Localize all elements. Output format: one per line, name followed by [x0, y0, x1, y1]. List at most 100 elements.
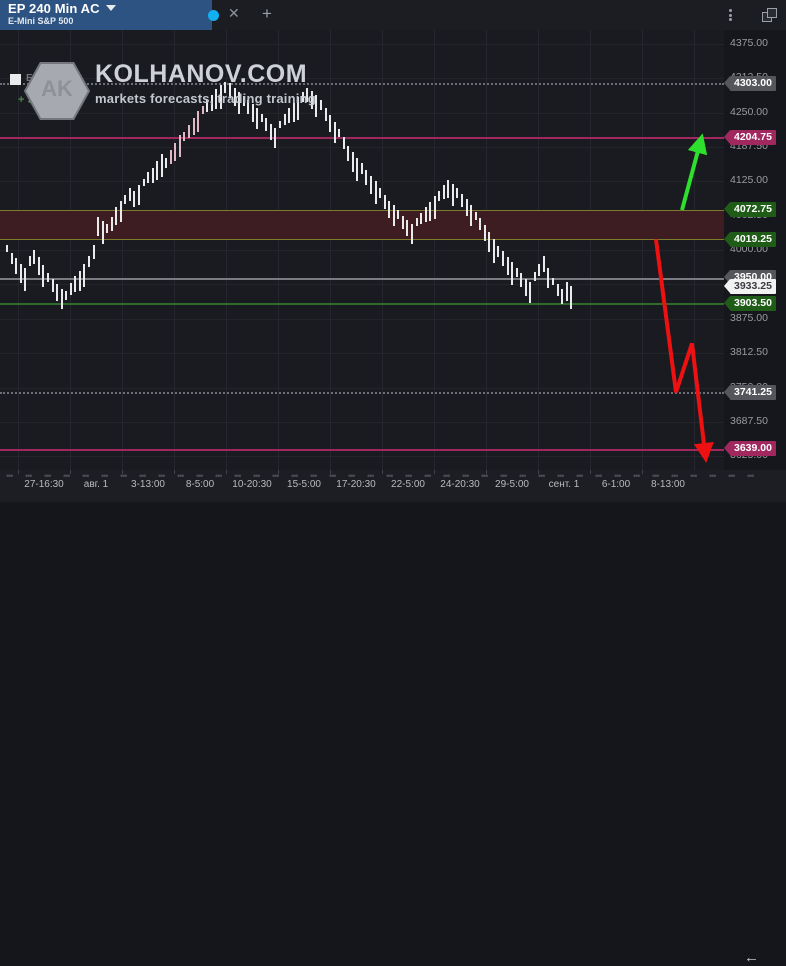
price-bar	[397, 210, 400, 220]
time-tick-label: 15-5:00	[287, 479, 321, 490]
price-bar	[492, 239, 495, 263]
price-bar	[506, 256, 509, 276]
price-bar	[374, 181, 377, 204]
price-bar	[133, 190, 136, 208]
price-bar	[319, 100, 322, 110]
price-bar	[28, 255, 31, 266]
price-bar	[547, 267, 550, 288]
tab-bar: EP 240 Min AC E-Mini S&P 500 ✕ +	[0, 0, 786, 30]
time-axis-dots: •••	[367, 471, 375, 481]
price-bar	[115, 207, 118, 225]
time-tick-label: 8-5:00	[185, 479, 215, 490]
price-bar	[497, 245, 500, 257]
price-marker-tag[interactable]: 4303.00	[724, 75, 776, 91]
time-axis-dots: •••	[424, 471, 432, 481]
price-marker-tag[interactable]: 3933.25	[724, 279, 776, 295]
price-bar	[338, 129, 341, 138]
kebab-menu-icon[interactable]	[720, 0, 740, 30]
time-axis-dots: •••	[101, 471, 109, 481]
arrow-left-icon[interactable]: ←	[744, 949, 759, 966]
price-bar	[74, 276, 77, 293]
time-tick-mark	[226, 470, 227, 474]
price-marker-tag[interactable]: 4204.75	[724, 129, 776, 145]
time-tick-mark	[70, 470, 71, 474]
price-bar	[65, 291, 68, 300]
time-axis-dots: •••	[576, 471, 584, 481]
price-bar	[288, 108, 291, 124]
price-bar	[206, 100, 209, 113]
time-axis-dots: •••	[709, 471, 717, 481]
price-bar	[529, 281, 532, 304]
gridline-horizontal	[0, 250, 724, 251]
price-bar	[324, 108, 327, 122]
bullish-arrow	[680, 133, 708, 211]
price-marker-tag[interactable]: 4019.25	[724, 231, 776, 247]
gridline-horizontal	[0, 353, 724, 355]
price-bar	[101, 221, 104, 244]
time-axis-dots: •••	[690, 471, 698, 481]
price-tick-label: 4375.00	[730, 36, 768, 49]
price-bar	[292, 102, 295, 122]
price-bar	[511, 262, 513, 285]
price-bar	[461, 193, 463, 208]
time-tick-mark	[486, 470, 487, 474]
price-bar	[228, 83, 231, 99]
price-axis[interactable]: 4375.004312.504250.004187.504125.004062.…	[724, 30, 786, 470]
price-marker-tag[interactable]: 3639.00	[724, 441, 776, 457]
time-axis-dots: •••	[500, 471, 508, 481]
time-axis-dots: •••	[291, 471, 299, 481]
time-axis-dots: •••	[310, 471, 318, 481]
price-bar	[265, 118, 268, 131]
price-bar	[78, 270, 81, 291]
time-axis-dots: •••	[253, 471, 261, 481]
price-marker-tag[interactable]: 4072.75	[724, 202, 776, 218]
chevron-down-icon[interactable]	[106, 5, 116, 11]
price-bar	[92, 244, 95, 260]
price-bar	[137, 185, 140, 206]
gridline-horizontal	[0, 112, 724, 114]
time-axis-dots: •••	[462, 471, 470, 481]
close-icon[interactable]: ✕	[228, 5, 240, 21]
time-axis[interactable]: 27-16:30 авг. 1 3-13:00 8-5:00 10-20:30 15-5:…	[0, 470, 786, 966]
price-bar	[33, 250, 36, 265]
price-bar	[46, 273, 49, 283]
price-bar	[542, 255, 545, 272]
price-bar	[42, 265, 45, 288]
price-bar	[87, 255, 90, 267]
price-bar	[210, 94, 213, 111]
price-marker-tag[interactable]: 3741.25	[724, 384, 776, 400]
restore-window-icon[interactable]	[758, 0, 782, 30]
chart-plot-area[interactable]: EP + Study AK KOLHANOV.COM markets forec…	[0, 30, 724, 470]
time-tick-label: авг. 1	[83, 479, 109, 490]
time-axis-dots: •••	[63, 471, 71, 481]
price-bar	[242, 96, 245, 106]
time-tick-mark	[330, 470, 331, 474]
ak-logo: AK	[23, 62, 91, 120]
price-bar	[401, 215, 404, 229]
price-bar	[238, 91, 240, 115]
price-bar	[251, 104, 254, 122]
plus-icon[interactable]: +	[262, 4, 272, 23]
gridline-horizontal	[0, 387, 724, 389]
price-bar	[83, 263, 86, 288]
price-bar	[19, 263, 22, 284]
price-marker-value: 3903.50	[734, 296, 772, 309]
time-tick-mark	[278, 470, 279, 474]
time-axis-dots: •••	[120, 471, 128, 481]
price-marker-tag[interactable]: 3903.50	[724, 295, 776, 311]
price-bar	[424, 207, 427, 223]
live-indicator-dot	[208, 10, 219, 21]
price-bar	[151, 167, 154, 183]
ak-logo-text: AK	[41, 76, 73, 101]
price-bar	[10, 252, 13, 265]
price-bar	[174, 142, 177, 161]
price-bar	[279, 120, 281, 129]
chart-tab[interactable]: EP 240 Min AC E-Mini S&P 500	[0, 0, 212, 30]
price-bar	[342, 137, 345, 150]
price-bar	[565, 281, 568, 302]
price-bar	[474, 211, 477, 220]
time-tick-label: 6-1:00	[601, 479, 631, 490]
price-bar	[233, 87, 236, 107]
price-bar	[351, 152, 354, 172]
study-checkbox[interactable]	[10, 74, 21, 85]
